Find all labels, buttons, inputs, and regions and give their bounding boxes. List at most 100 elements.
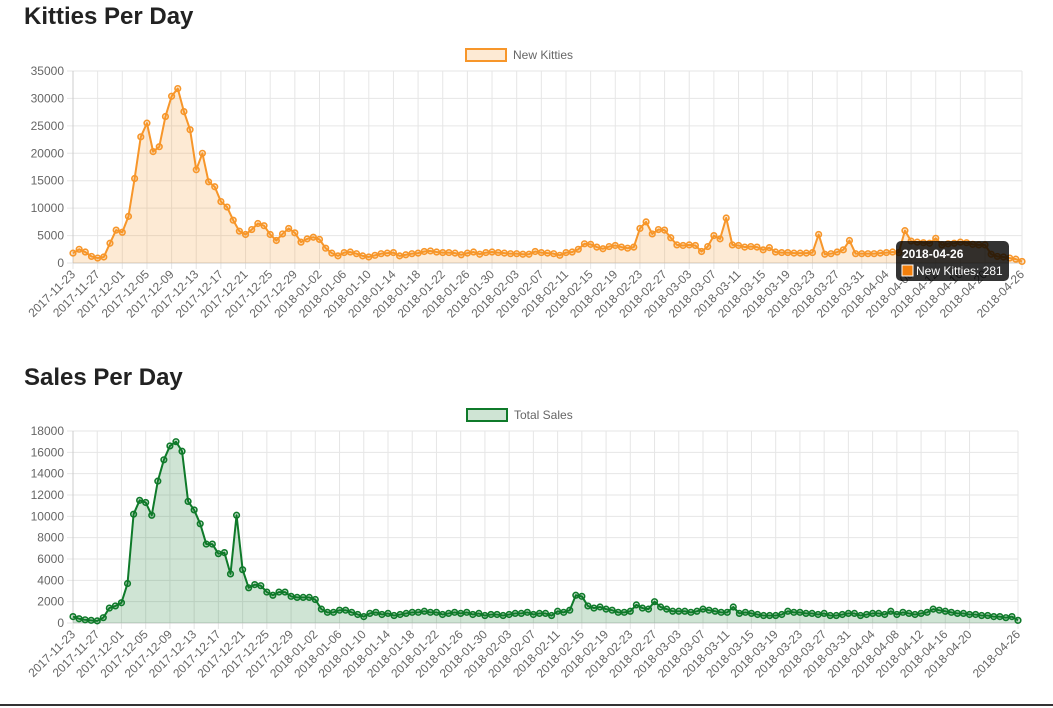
data-point[interactable] <box>669 607 677 615</box>
data-point[interactable] <box>710 231 718 240</box>
data-point[interactable] <box>93 617 101 625</box>
data-point[interactable] <box>566 606 574 614</box>
data-point[interactable] <box>111 602 119 610</box>
data-point[interactable] <box>148 511 156 519</box>
data-point[interactable] <box>493 610 501 619</box>
data-point[interactable] <box>832 611 840 620</box>
data-point[interactable] <box>734 241 743 250</box>
data-point[interactable] <box>149 148 157 156</box>
data-point[interactable] <box>192 166 200 174</box>
data-point[interactable] <box>741 608 750 616</box>
data-point[interactable] <box>717 608 725 616</box>
data-point[interactable] <box>383 249 391 257</box>
data-point[interactable] <box>675 607 683 615</box>
data-point[interactable] <box>673 241 681 249</box>
data-point[interactable] <box>161 112 170 121</box>
data-point[interactable] <box>617 243 626 251</box>
data-point[interactable] <box>584 602 592 610</box>
data-point[interactable] <box>543 249 552 257</box>
data-point[interactable] <box>513 250 521 258</box>
data-point[interactable] <box>560 608 568 616</box>
data-point[interactable] <box>550 250 558 258</box>
data-point[interactable] <box>323 608 332 616</box>
data-point[interactable] <box>596 603 604 611</box>
data-point[interactable] <box>99 614 107 622</box>
data-point[interactable] <box>820 609 828 617</box>
data-point[interactable] <box>420 247 428 256</box>
data-point[interactable] <box>697 247 706 256</box>
data-point[interactable] <box>554 607 562 615</box>
data-point[interactable] <box>432 608 441 616</box>
data-point[interactable] <box>396 252 404 260</box>
data-point[interactable] <box>154 477 162 485</box>
sales-legend[interactable]: Total Sales <box>466 408 573 422</box>
data-point[interactable] <box>346 248 354 256</box>
data-point[interactable] <box>624 244 632 252</box>
data-point[interactable] <box>432 248 441 256</box>
data-point[interactable] <box>340 248 348 257</box>
data-point[interactable] <box>642 218 650 226</box>
data-point[interactable] <box>257 582 265 590</box>
data-point[interactable] <box>469 248 478 256</box>
data-point[interactable] <box>753 243 761 251</box>
data-point[interactable] <box>69 613 77 621</box>
data-point[interactable] <box>790 608 798 616</box>
data-point[interactable] <box>681 607 689 615</box>
data-point[interactable] <box>124 212 133 220</box>
data-point[interactable] <box>94 254 102 262</box>
data-point[interactable] <box>766 611 774 620</box>
data-point[interactable] <box>136 496 144 504</box>
data-point[interactable] <box>190 506 198 514</box>
data-point[interactable] <box>971 610 980 619</box>
data-point[interactable] <box>580 240 589 248</box>
data-point[interactable] <box>838 610 846 619</box>
data-point[interactable] <box>1014 616 1022 624</box>
data-point[interactable] <box>959 609 968 617</box>
data-point[interactable] <box>869 609 877 617</box>
data-point[interactable] <box>722 214 730 222</box>
data-point[interactable] <box>815 230 823 239</box>
data-point[interactable] <box>917 609 925 617</box>
data-point[interactable] <box>821 250 829 258</box>
data-point[interactable] <box>648 230 656 238</box>
data-point[interactable] <box>911 610 919 619</box>
data-point[interactable] <box>123 579 132 588</box>
data-point[interactable] <box>220 549 229 557</box>
data-point[interactable] <box>626 607 634 615</box>
data-point[interactable] <box>184 497 192 505</box>
data-point[interactable] <box>587 240 595 248</box>
data-point[interactable] <box>1008 613 1016 621</box>
data-point[interactable] <box>131 174 139 183</box>
data-point[interactable] <box>208 540 216 548</box>
data-point[interactable] <box>105 604 113 612</box>
data-point[interactable] <box>451 249 459 257</box>
data-point[interactable] <box>174 84 182 93</box>
data-point[interactable] <box>541 609 550 617</box>
data-point[interactable] <box>500 249 508 257</box>
data-point[interactable] <box>389 248 398 257</box>
data-point[interactable] <box>685 241 693 249</box>
data-point[interactable] <box>426 608 435 616</box>
data-point[interactable] <box>118 228 126 236</box>
data-point[interactable] <box>899 608 907 616</box>
data-point[interactable] <box>239 566 247 574</box>
data-point[interactable] <box>941 607 949 615</box>
data-point[interactable] <box>699 605 707 613</box>
kitties-chart[interactable]: New Kitties 0 5000 10000 15000 20000 25000 3000… <box>0 40 1053 340</box>
data-point[interactable] <box>142 498 150 507</box>
data-point[interactable] <box>599 245 607 253</box>
data-point[interactable] <box>463 608 471 616</box>
data-point[interactable] <box>704 242 712 251</box>
data-point[interactable] <box>166 442 174 450</box>
data-point[interactable] <box>827 250 835 258</box>
data-point[interactable] <box>365 253 373 261</box>
data-point[interactable] <box>506 250 515 258</box>
data-point[interactable] <box>499 611 507 620</box>
data-point[interactable] <box>371 251 379 259</box>
data-point[interactable] <box>893 610 901 619</box>
data-point[interactable] <box>451 608 459 616</box>
data-point[interactable] <box>729 603 737 611</box>
data-point[interactable] <box>802 609 810 617</box>
data-point[interactable] <box>75 615 83 623</box>
data-point[interactable] <box>620 608 628 616</box>
